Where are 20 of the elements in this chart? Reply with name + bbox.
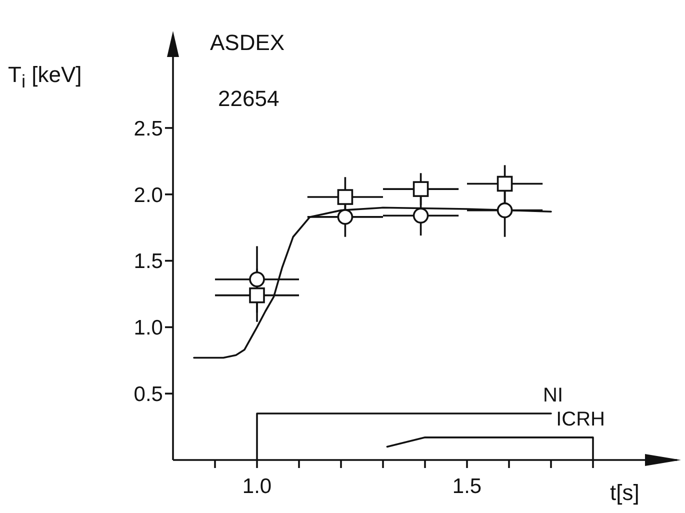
y-axis-title: T$_{i}$ [keV] [8, 62, 82, 92]
point [337, 209, 354, 225]
point [249, 287, 265, 304]
y-tick-label: 0.5 [134, 383, 163, 406]
y-tick-label: 1.5 [134, 250, 163, 274]
y-tick-label: 2.5 [134, 117, 163, 140]
point [337, 189, 354, 205]
point [412, 208, 429, 224]
point [412, 181, 429, 197]
series-label: ICRH [556, 408, 605, 430]
annotation: 22654 [218, 86, 280, 112]
y-tick-label: 2.0 [134, 184, 163, 207]
point [496, 202, 513, 218]
x-axis-title: t[s] [610, 480, 640, 506]
y-tick-label: 1.0 [134, 316, 163, 340]
series-label: NI [543, 384, 563, 407]
line-series [193, 206, 552, 359]
annotation: ASDEX [210, 30, 285, 56]
point [249, 271, 265, 288]
point [496, 176, 513, 192]
